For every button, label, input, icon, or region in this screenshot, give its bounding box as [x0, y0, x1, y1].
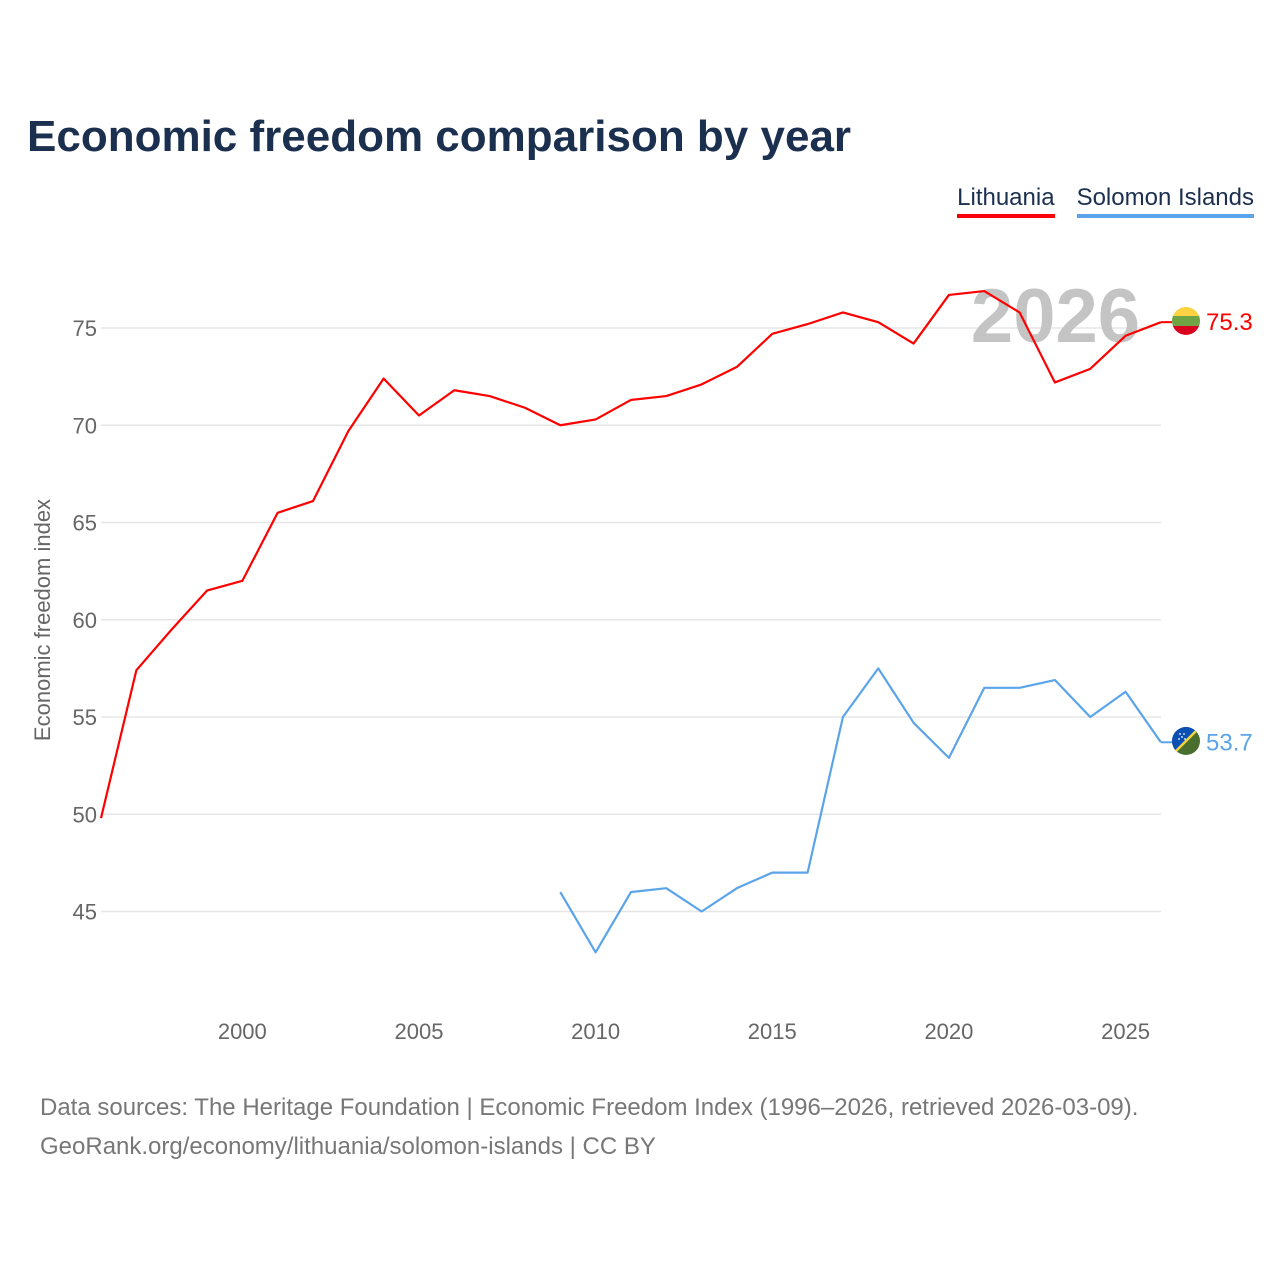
x-tick-label: 2020 [924, 1019, 973, 1044]
y-tick-label: 60 [73, 608, 97, 633]
x-tick-label: 2005 [394, 1019, 443, 1044]
y-tick-label: 75 [73, 316, 97, 341]
end-value-label-lithuania: 75.3 [1206, 309, 1253, 336]
solomon-islands-flag-icon [1172, 727, 1200, 755]
y-tick-label: 65 [73, 511, 97, 536]
series-line-lithuania [99, 289, 1162, 819]
lithuania-flag-icon [1172, 307, 1200, 335]
x-tick-label: 2025 [1101, 1019, 1150, 1044]
series-line-solomon-islands [559, 667, 1162, 954]
y-tick-label: 55 [73, 705, 97, 730]
y-tick-label: 50 [73, 802, 97, 827]
legend-solomon-islands[interactable]: Solomon Islands [1076, 184, 1254, 218]
legend: Lithuania Solomon Islands [957, 184, 1254, 218]
chart-title: Economic freedom comparison by year [27, 112, 852, 161]
x-tick-label: 2010 [571, 1019, 620, 1044]
legend-lithuania[interactable]: Lithuania [957, 184, 1055, 218]
end-value-label-solomon-islands: 53.7 [1206, 729, 1253, 756]
y-tick-label: 45 [73, 900, 97, 925]
source-url[interactable]: GeoRank.org/economy/lithuania/solomon-is… [40, 1133, 656, 1160]
y-tick-label: 70 [73, 413, 97, 438]
year-watermark: 2026 [971, 274, 1140, 359]
x-tick-label: 2000 [218, 1019, 267, 1044]
data-source-footer: Data sources: The Heritage Foundation | … [40, 1088, 1138, 1166]
source-line: Data sources: The Heritage Foundation | … [40, 1094, 1139, 1121]
x-tick-label: 2015 [748, 1019, 797, 1044]
y-axis-label: Economic freedom index [30, 499, 55, 741]
